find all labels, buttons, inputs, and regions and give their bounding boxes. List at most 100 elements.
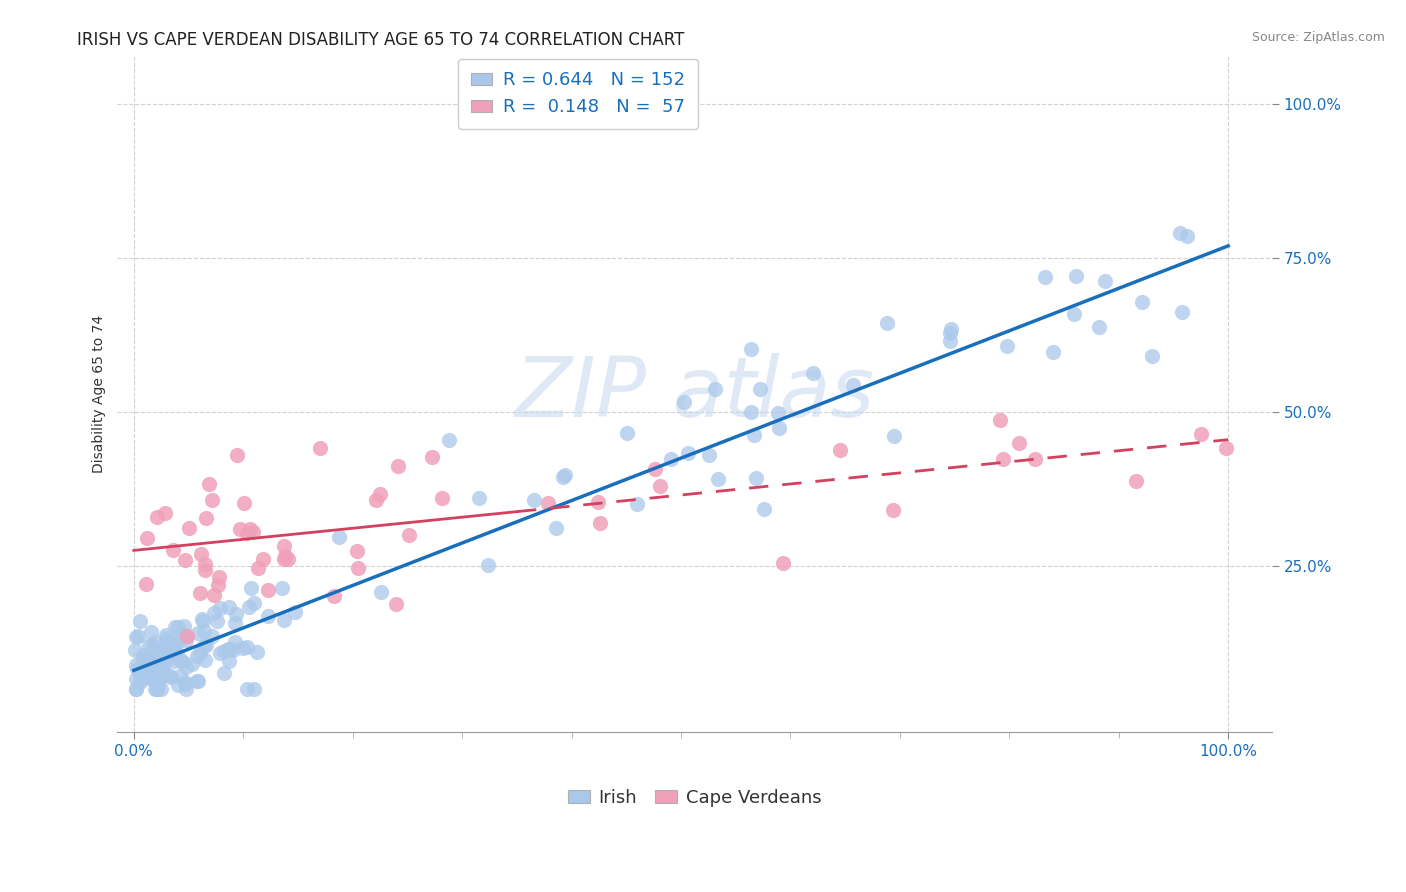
Point <box>1024 452 1046 467</box>
Point <box>1171 305 1194 319</box>
Point <box>273 549 295 563</box>
Point <box>191 615 214 629</box>
Point <box>1008 436 1031 450</box>
Point <box>160 636 183 650</box>
Point <box>242 596 264 610</box>
Point <box>644 462 666 476</box>
Point <box>169 668 191 682</box>
Point <box>673 395 696 409</box>
Point <box>153 506 176 520</box>
Point <box>991 452 1014 467</box>
Text: ZIP atlas: ZIP atlas <box>515 353 875 434</box>
Point <box>125 630 148 644</box>
Point <box>876 316 898 330</box>
Point <box>256 609 278 624</box>
Point <box>166 678 188 692</box>
Point <box>160 646 183 660</box>
Point <box>222 643 245 657</box>
Point <box>139 659 162 673</box>
Point <box>163 619 186 633</box>
Point <box>707 472 730 486</box>
Point <box>366 492 388 507</box>
Point <box>135 577 157 591</box>
Point <box>768 421 790 435</box>
Point <box>166 646 188 660</box>
Point <box>233 496 256 510</box>
Point <box>242 524 264 539</box>
Point <box>162 643 184 657</box>
Point <box>152 644 174 658</box>
Point <box>169 627 191 641</box>
Point <box>437 433 460 447</box>
Point <box>554 467 576 482</box>
Point <box>218 654 240 668</box>
Point <box>740 405 762 419</box>
Point <box>124 672 146 686</box>
Point <box>271 581 294 595</box>
Point <box>150 681 173 696</box>
Point <box>1064 269 1087 284</box>
Point <box>398 528 420 542</box>
Point <box>153 640 176 655</box>
Point <box>387 458 409 473</box>
Point <box>772 557 794 571</box>
Point <box>201 629 224 643</box>
Point <box>939 322 962 336</box>
Point <box>152 660 174 674</box>
Point <box>749 382 772 396</box>
Point <box>754 502 776 516</box>
Point <box>173 675 195 690</box>
Text: Source: ZipAtlas.com: Source: ZipAtlas.com <box>1251 31 1385 45</box>
Point <box>212 666 235 681</box>
Point <box>124 643 146 657</box>
Point <box>226 448 249 462</box>
Point <box>589 516 612 530</box>
Point <box>225 607 247 621</box>
Point <box>273 614 295 628</box>
Point <box>430 491 453 506</box>
Point <box>988 413 1011 427</box>
Point <box>385 598 408 612</box>
Point <box>136 651 159 665</box>
Point <box>155 632 177 646</box>
Point <box>159 669 181 683</box>
Point <box>180 657 202 671</box>
Point <box>186 649 208 664</box>
Point <box>159 670 181 684</box>
Point <box>143 661 166 675</box>
Point <box>205 615 228 629</box>
Point <box>995 339 1018 353</box>
Point <box>257 582 280 597</box>
Point <box>1042 345 1064 359</box>
Point <box>882 503 904 517</box>
Point <box>129 614 152 628</box>
Point <box>537 496 560 510</box>
Point <box>236 525 259 540</box>
Point <box>139 672 162 686</box>
Point <box>368 487 391 501</box>
Point <box>523 493 546 508</box>
Point <box>212 644 235 658</box>
Point <box>219 641 242 656</box>
Point <box>659 451 682 466</box>
Point <box>174 660 197 674</box>
Point <box>194 653 217 667</box>
Point <box>252 551 274 566</box>
Point <box>224 634 246 648</box>
Point <box>198 476 221 491</box>
Point <box>703 382 725 396</box>
Point <box>136 531 159 545</box>
Point <box>939 334 962 348</box>
Point <box>138 638 160 652</box>
Point <box>1142 349 1164 363</box>
Point <box>208 601 231 615</box>
Point <box>218 600 240 615</box>
Point <box>586 495 609 509</box>
Point <box>195 638 218 652</box>
Point <box>1130 295 1153 310</box>
Point <box>191 612 214 626</box>
Point <box>347 561 370 575</box>
Point <box>139 624 162 639</box>
Point <box>188 586 211 600</box>
Point <box>125 681 148 696</box>
